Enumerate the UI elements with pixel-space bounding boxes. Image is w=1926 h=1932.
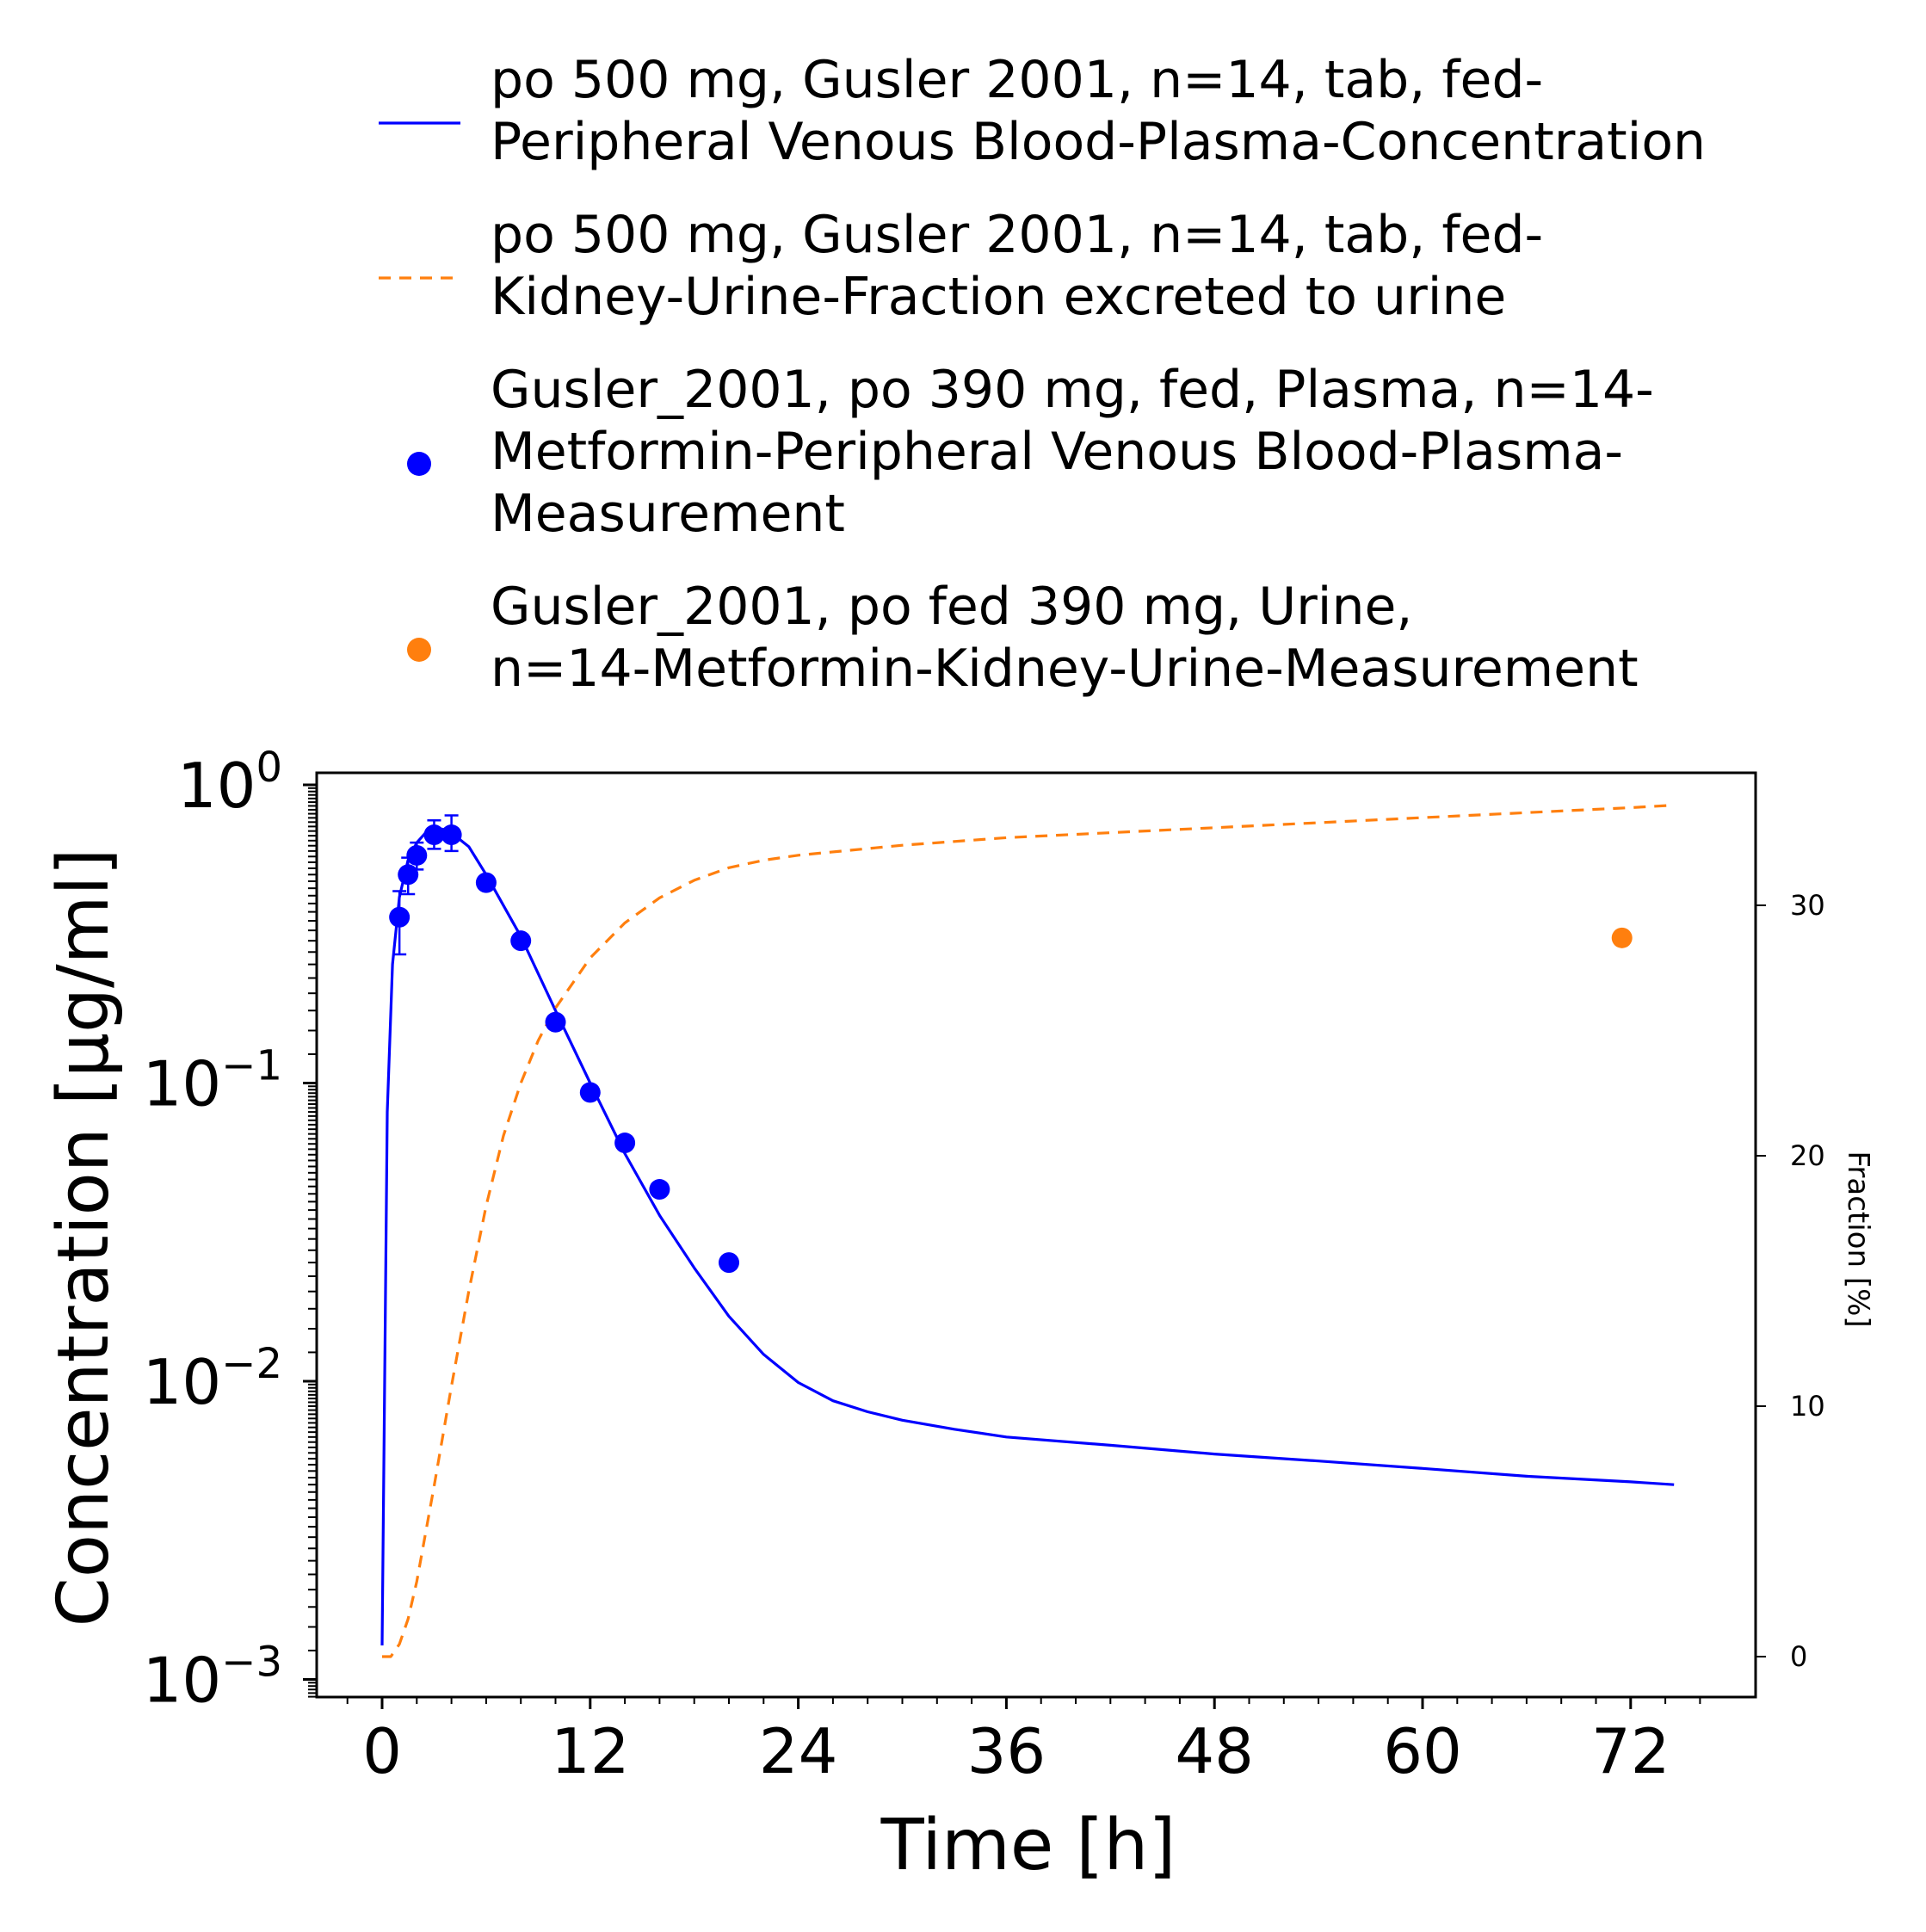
legend-swatch — [407, 638, 431, 662]
data-point — [441, 824, 462, 846]
legend-label: Gusler_2001, po 390 mg, fed, Plasma, n=1… — [491, 360, 1654, 420]
data-point — [510, 930, 532, 952]
legend-label: Peripheral Venous Blood-Plasma-Concentra… — [491, 112, 1706, 172]
y2-tick-label: 10 — [1790, 1390, 1825, 1423]
x-tick-label: 48 — [1175, 1715, 1254, 1787]
data-point — [719, 1252, 739, 1274]
data-point — [614, 1133, 636, 1154]
x-tick-label: 0 — [362, 1715, 402, 1787]
data-point — [423, 824, 445, 846]
legend-label: Kidney-Urine-Fraction excreted to urine — [491, 267, 1506, 327]
data-point — [545, 1011, 566, 1033]
x-tick-label: 36 — [967, 1715, 1046, 1787]
y-tick-label: 10−3 — [143, 1639, 282, 1717]
y-axis-title: Concentration [µg/ml] — [43, 849, 125, 1627]
x-axis-title: Time [h] — [880, 1805, 1176, 1886]
plot-frame — [315, 771, 1757, 1699]
y-tick-label: 10−2 — [143, 1340, 282, 1418]
y2-tick-label: 30 — [1790, 889, 1825, 922]
legend: po 500 mg, Gusler 2001, n=14, tab, fed-P… — [379, 50, 1706, 699]
series-line-0 — [380, 827, 1675, 1646]
plot-area — [315, 771, 1757, 1699]
data-point — [475, 872, 497, 893]
x-axis: 0 12 24 36 48 60 72 — [346, 1697, 1701, 1787]
y-tick-label: 100 — [177, 744, 282, 822]
x-tick-label: 72 — [1591, 1715, 1670, 1787]
data-point — [579, 1082, 601, 1103]
y-axis-left: 100 10−1 10−2 10−3 — [143, 744, 317, 1717]
data-point — [649, 1179, 670, 1201]
legend-label: po 500 mg, Gusler 2001, n=14, tab, fed- — [491, 205, 1543, 265]
series-line-1 — [382, 804, 1675, 1658]
data-point — [389, 906, 411, 928]
legend-label: Gusler_2001, po fed 390 mg, Urine, — [491, 577, 1412, 637]
x-tick-label: 12 — [551, 1715, 630, 1787]
legend-entry-2: Gusler_2001, po 390 mg, fed, Plasma, n=1… — [407, 360, 1654, 544]
legend-label: po 500 mg, Gusler 2001, n=14, tab, fed- — [491, 50, 1543, 110]
y2-axis-title: Fraction [%] — [1841, 1151, 1875, 1327]
legend-label: Metformin-Peripheral Venous Blood-Plasma… — [491, 422, 1623, 482]
y2-tick-label: 0 — [1790, 1640, 1807, 1673]
y-axis-right: 0 10 20 30 — [1756, 889, 1825, 1673]
data-point — [398, 864, 419, 886]
y2-tick-label: 20 — [1790, 1139, 1825, 1172]
legend-entry-3: Gusler_2001, po fed 390 mg, Urine,n=14-M… — [407, 577, 1639, 699]
legend-swatch — [407, 452, 431, 476]
legend-entry-1: po 500 mg, Gusler 2001, n=14, tab, fed-K… — [379, 205, 1543, 327]
legend-label: n=14-Metformin-Kidney-Urine-Measurement — [491, 639, 1639, 699]
x-tick-label: 60 — [1383, 1715, 1462, 1787]
x-tick-label: 24 — [759, 1715, 838, 1787]
legend-entry-0: po 500 mg, Gusler 2001, n=14, tab, fed-P… — [379, 50, 1706, 172]
data-point — [406, 844, 428, 866]
y-tick-label: 10−1 — [143, 1042, 282, 1120]
legend-label: Measurement — [491, 484, 845, 544]
data-point — [1611, 927, 1633, 948]
